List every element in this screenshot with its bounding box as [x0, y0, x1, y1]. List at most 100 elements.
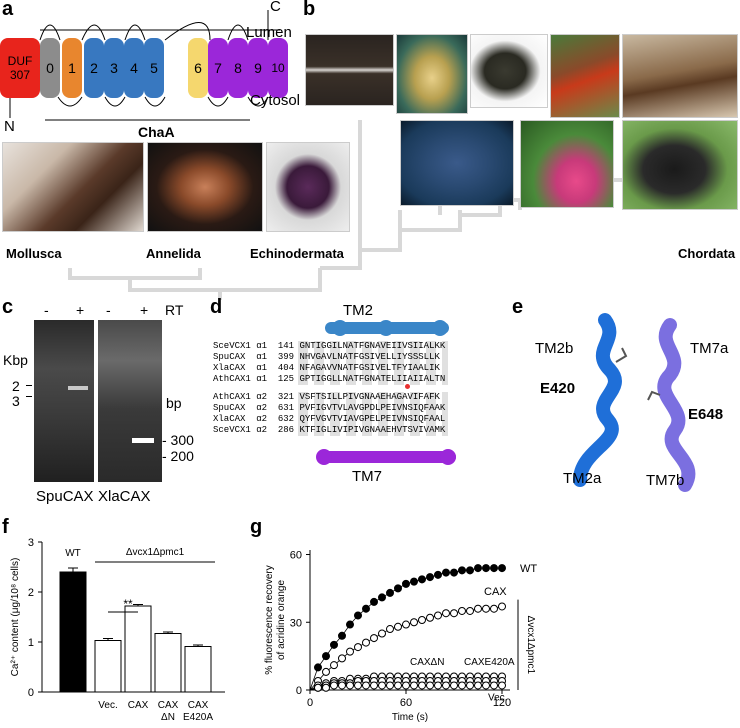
panel-g-label: g — [250, 516, 263, 538]
data-point — [482, 604, 490, 613]
align-row-1: SceVCX1 α1 141 GNTIGGILNATFGNAVEIIVSIIAL… — [213, 341, 446, 351]
data-point — [394, 681, 402, 690]
gel-label-spucax: SpuCAX — [36, 488, 94, 505]
data-point — [314, 663, 322, 672]
x-tick-label: CAX — [188, 700, 209, 711]
tm2-bar-cap-right — [432, 320, 448, 336]
y-axis-label-1: % fluorescence recovery — [264, 565, 275, 675]
y-tick-label: 1 — [28, 637, 34, 649]
align-row-7: XlaCAX α2 632 QYFVGVTVIAVGPELPEIVNSIQFAA… — [213, 414, 446, 424]
data-point — [498, 602, 506, 611]
bar — [94, 640, 122, 693]
e420-sidechain — [615, 347, 628, 363]
data-point — [434, 611, 442, 620]
tasmanian-devil-photo — [622, 120, 738, 210]
c-terminus-label: C — [270, 0, 281, 15]
data-point — [474, 604, 482, 613]
x-tick-label: 60 — [400, 697, 412, 709]
gel-xlacax — [98, 320, 162, 482]
data-point — [474, 564, 482, 573]
alignment-block-1: SceVCX1 α1 141 GNTIGGILNATFGNAVEIIVSIIAL… — [213, 341, 445, 385]
lane-sign-3: - — [106, 302, 111, 318]
lamprey-photo — [305, 34, 394, 106]
data-point — [354, 611, 362, 620]
segment-0: 0 — [40, 38, 60, 98]
data-point — [450, 681, 458, 690]
y-tick-label: 3 — [28, 537, 34, 549]
platypus-photo — [622, 34, 738, 118]
data-point — [410, 681, 418, 690]
bp-mark-300: - 300 — [162, 432, 194, 448]
segment-8: 8 — [228, 38, 248, 98]
data-point — [474, 681, 482, 690]
kbp-mark-3: 3 — [12, 393, 20, 409]
data-point — [490, 564, 498, 573]
data-point — [386, 681, 394, 690]
data-point — [362, 681, 370, 690]
y-tick-label: 2 — [28, 587, 34, 599]
data-point — [386, 588, 394, 597]
tm7a-label: TM7a — [690, 340, 729, 357]
data-point — [498, 681, 506, 690]
bar — [59, 571, 87, 693]
chaa-label: ChaA — [138, 124, 175, 140]
data-point — [370, 597, 378, 606]
x-tick-label: Vec. — [98, 700, 117, 711]
coelacanth-photo — [400, 120, 514, 206]
data-point — [370, 634, 378, 643]
strain-label: Δvcx1Δpmc1 — [525, 616, 536, 675]
n-terminus-label: N — [4, 118, 15, 135]
data-point — [362, 604, 370, 613]
kbp-label: Kbp — [3, 352, 28, 368]
segment-1: 1 — [62, 38, 82, 98]
data-point — [418, 616, 426, 624]
tm2-bar-cap-mid — [378, 320, 394, 336]
y-axis-label-2: of acridine orange — [276, 580, 287, 660]
segment-9: 9 — [248, 38, 268, 98]
data-point — [346, 620, 354, 629]
align-row-8: SceVCX1 α2 286 KTFIGLIVIPIVGNAAEHVTSVIVA… — [213, 425, 446, 435]
data-point — [346, 647, 354, 656]
duf-label-2: 307 — [9, 68, 31, 82]
e648-label: E648 — [688, 406, 724, 423]
data-point — [458, 606, 466, 615]
panel-f-label: f — [2, 516, 9, 538]
topology-diagram — [9, 10, 280, 121]
fluorescence-recovery-chart: 0 30 60 0 60 120 Time (s) % fluorescence recove… — [264, 550, 537, 723]
mollusca-photo — [2, 142, 144, 232]
gel-band-spucax — [68, 386, 88, 390]
bar — [154, 633, 182, 693]
data-point — [338, 681, 346, 690]
segment-4: 4 — [124, 38, 144, 98]
lane-sign-1: - — [44, 302, 49, 318]
rt-label: RT — [165, 302, 184, 318]
x-tick-label: 120 — [493, 697, 511, 709]
y-axis-label: Ca²⁺ content (μg/10⁸ cells) — [10, 558, 21, 677]
align-row-4: AthCAX1 α1 125 GPTIGGLLNATFGNATELIIAIIAL… — [213, 374, 446, 384]
segment-2: 2 — [84, 38, 104, 98]
data-point — [402, 620, 410, 629]
panel-d-label: d — [210, 296, 223, 318]
e420-marker — [405, 384, 410, 389]
cytosol-label: Cytosol — [250, 92, 301, 109]
bp-mark-200: - 200 — [162, 448, 194, 464]
tm2-helix — [573, 313, 622, 487]
tm7b-label: TM7b — [646, 472, 685, 489]
segment-7: 7 — [208, 38, 228, 98]
tm7-bar-cap-right — [440, 449, 456, 465]
data-point — [402, 579, 410, 588]
data-point — [482, 564, 490, 573]
data-point — [378, 681, 386, 690]
tm2-bar-cap-left — [332, 320, 348, 336]
taxon-mollusca: Mollusca — [6, 246, 62, 261]
data-point — [330, 640, 338, 649]
data-point — [346, 681, 354, 690]
lane-sign-4: + — [140, 302, 149, 318]
data-point — [434, 570, 442, 579]
tm7-helix — [657, 318, 696, 492]
data-point — [394, 584, 402, 593]
anole-photo — [520, 120, 614, 208]
y-tick-label: 0 — [28, 687, 34, 699]
segment-5: 5 — [144, 38, 164, 98]
kbp-mark-2: 2 — [12, 378, 20, 394]
